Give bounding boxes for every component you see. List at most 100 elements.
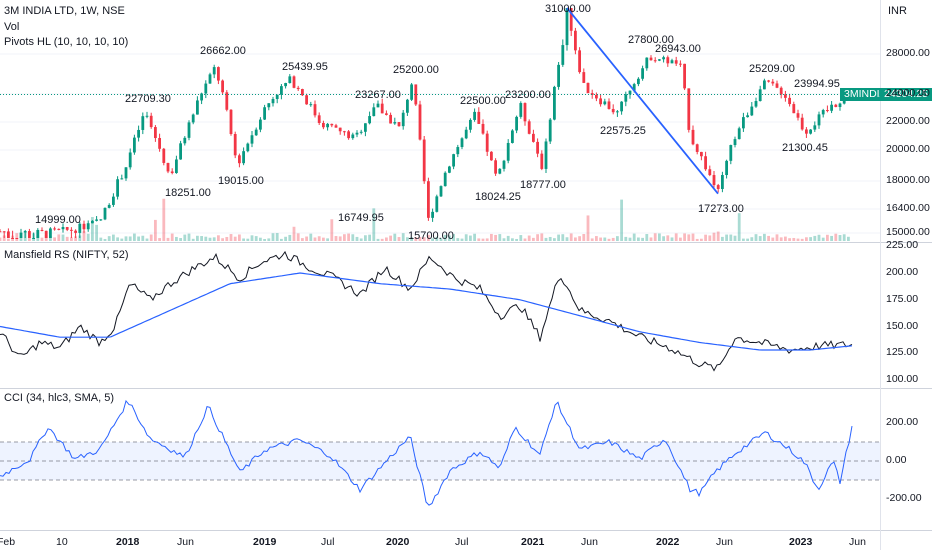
candle xyxy=(662,57,665,60)
volume-bar xyxy=(708,235,712,241)
volume-bar xyxy=(473,233,476,241)
candle xyxy=(427,181,430,218)
volume-bar xyxy=(414,237,418,241)
volume-bar xyxy=(830,235,833,241)
volume-bar xyxy=(800,238,804,241)
candle xyxy=(624,94,628,102)
candle xyxy=(82,223,86,230)
volume-bar xyxy=(263,238,266,241)
candle xyxy=(7,231,10,238)
candle xyxy=(355,132,359,135)
candle xyxy=(448,166,451,173)
volume-bar xyxy=(334,236,338,241)
volume-bar xyxy=(145,238,149,241)
volume-bar xyxy=(637,237,640,241)
price-candles[interactable] xyxy=(0,8,850,239)
candle xyxy=(670,60,674,64)
pivot-label: 17273.00 xyxy=(698,203,744,215)
cci-legend[interactable]: CCI (34, hlc3, SMA, 5) xyxy=(4,392,115,404)
cci-band xyxy=(0,442,880,480)
candle xyxy=(452,154,455,167)
candle xyxy=(494,160,497,174)
price-axis-label: 24000.00 xyxy=(886,87,930,99)
candle xyxy=(649,57,653,61)
candle xyxy=(763,80,766,90)
candle xyxy=(254,129,258,136)
volume-bar xyxy=(200,236,203,241)
candle xyxy=(267,103,271,108)
volume-bar xyxy=(569,233,573,241)
volume-bar xyxy=(632,233,636,241)
candle xyxy=(796,113,800,118)
time-axis-label: Jun xyxy=(716,536,733,548)
volume-bar xyxy=(733,235,737,241)
candle xyxy=(196,100,199,115)
candle xyxy=(422,139,426,182)
cci-series-line xyxy=(0,399,853,506)
candle xyxy=(834,104,838,108)
volume-bar xyxy=(779,237,783,241)
candle xyxy=(586,82,590,94)
candle xyxy=(750,106,754,116)
volume-bar xyxy=(666,235,670,241)
trend-line[interactable] xyxy=(566,7,719,195)
volume-bar xyxy=(196,235,199,241)
pivot-label: 18024.25 xyxy=(475,191,521,203)
volume-bar xyxy=(217,235,220,241)
candle xyxy=(708,169,712,176)
volume-bar xyxy=(242,238,245,241)
candle xyxy=(317,115,321,123)
pivot-label: 19015.00 xyxy=(218,175,264,187)
time-axis-label: Jun xyxy=(849,536,866,548)
candle xyxy=(695,144,699,152)
volume-bar xyxy=(19,236,23,241)
candle xyxy=(653,60,657,62)
volume-legend[interactable]: Vol xyxy=(4,21,20,33)
volume-bar xyxy=(490,233,493,241)
candle xyxy=(204,83,208,94)
volume-bar xyxy=(645,234,649,241)
volume-bar xyxy=(511,238,514,241)
volume-bar xyxy=(301,238,304,241)
candle xyxy=(603,101,607,105)
mansfield-rs-line xyxy=(0,250,853,372)
candle xyxy=(95,219,98,221)
volume-bar xyxy=(49,236,52,241)
candle xyxy=(284,83,287,87)
candle xyxy=(767,80,770,82)
pivots-legend[interactable]: Pivots HL (10, 10, 10, 10) xyxy=(4,36,129,48)
volume-bar xyxy=(834,233,838,241)
candle xyxy=(620,101,623,112)
volume-bar xyxy=(821,237,825,241)
volume-bar xyxy=(498,234,502,241)
candle xyxy=(418,104,422,140)
volume-bar xyxy=(435,236,439,241)
candle xyxy=(259,119,262,130)
volume-bar xyxy=(380,238,384,241)
candle xyxy=(212,67,216,75)
volume-bar xyxy=(422,237,426,241)
volume-bar xyxy=(691,233,695,241)
candle xyxy=(410,84,413,100)
volume-bar xyxy=(267,238,271,241)
candle xyxy=(217,67,220,81)
volume-bar xyxy=(7,238,10,241)
pivot-label: 22709.30 xyxy=(125,93,171,105)
candle xyxy=(809,129,812,134)
mansfield-legend[interactable]: Mansfield RS (NIFTY, 52) xyxy=(4,249,129,261)
mansfield-rs-lines[interactable] xyxy=(0,250,853,372)
candle xyxy=(368,116,371,124)
symbol-title[interactable]: 3M INDIA LTD, 1W, NSE xyxy=(4,5,125,17)
candle xyxy=(334,125,338,128)
candle xyxy=(154,127,157,139)
pivot-label: 14999.00 xyxy=(35,214,81,226)
candle xyxy=(464,129,468,139)
mansfield-axis-label: 100.00 xyxy=(886,373,919,385)
volume-bar xyxy=(662,236,665,241)
cci-line[interactable] xyxy=(0,399,880,506)
volume-bar xyxy=(796,238,800,241)
volume-bar xyxy=(805,237,808,241)
volume-bar xyxy=(582,234,586,241)
volume-bar xyxy=(338,236,342,241)
